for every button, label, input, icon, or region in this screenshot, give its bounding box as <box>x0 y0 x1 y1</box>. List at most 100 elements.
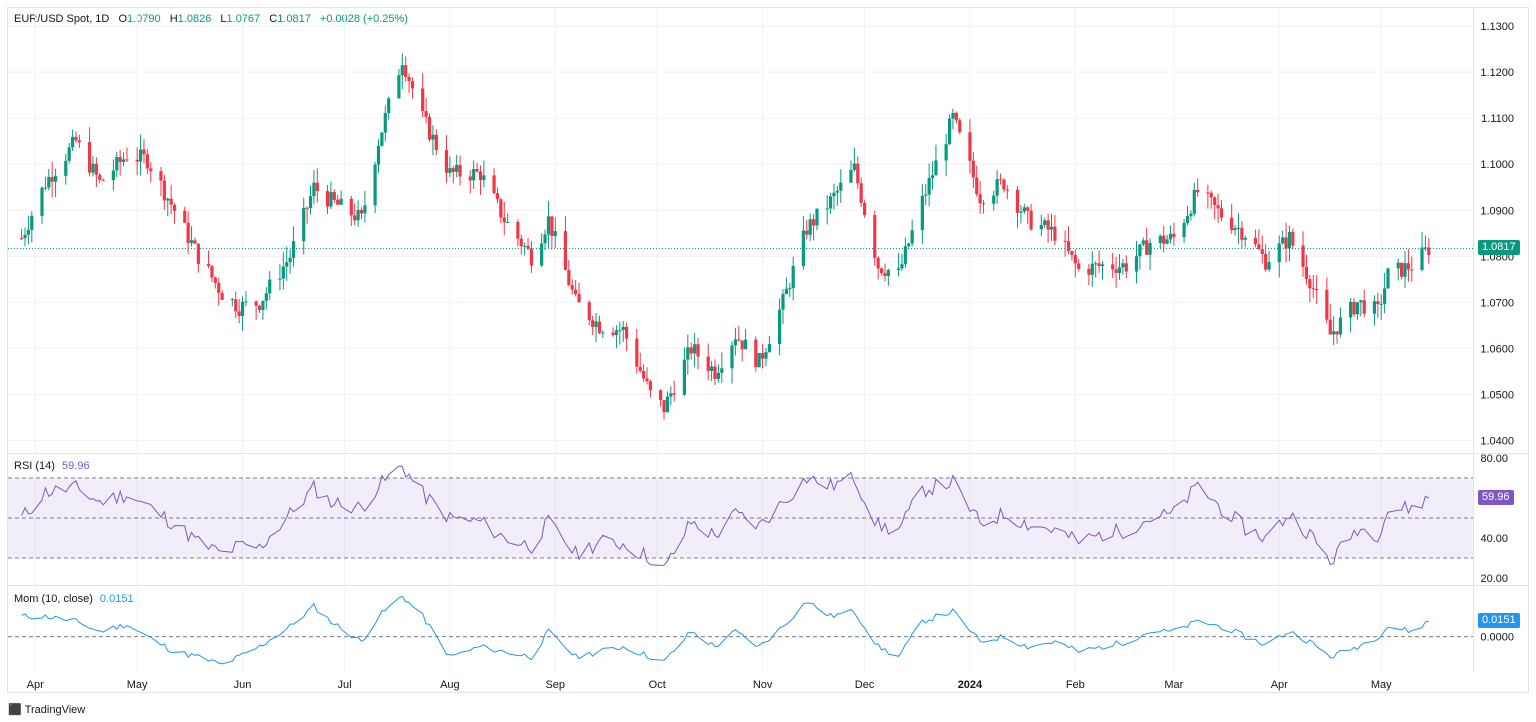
candle-body <box>1287 231 1292 249</box>
candle-body <box>1328 319 1332 335</box>
candle-body <box>281 266 285 279</box>
candle-body <box>900 264 904 269</box>
candle-body <box>1349 301 1353 318</box>
candle-body <box>601 332 605 334</box>
x-tick-label: Apr <box>27 679 44 691</box>
candle-body <box>404 65 408 77</box>
candle-body <box>186 222 190 243</box>
candle-body <box>958 120 962 133</box>
candle-body <box>234 299 238 312</box>
candle-body <box>380 132 384 146</box>
candle-body <box>1281 237 1285 244</box>
candle-body <box>720 368 724 373</box>
candle-body <box>220 292 224 300</box>
candle-body <box>1332 331 1336 335</box>
candle-body <box>910 230 914 244</box>
candle-body <box>1185 216 1190 224</box>
candle-body <box>597 321 602 333</box>
candle-body <box>815 208 819 226</box>
candle-body <box>1410 269 1414 271</box>
candle-body <box>145 154 149 169</box>
candle-body <box>1301 245 1305 267</box>
candle-body <box>1100 264 1105 267</box>
candle-body <box>1338 317 1343 335</box>
candle-body <box>995 179 999 196</box>
candle-body <box>808 219 812 235</box>
candle-body <box>172 204 177 211</box>
candle-body <box>421 88 425 112</box>
candle-body <box>1257 244 1261 250</box>
candle-body <box>835 190 839 193</box>
candle-body <box>1141 240 1145 245</box>
candle-body <box>206 264 211 267</box>
candle-body <box>856 163 860 184</box>
candle-body <box>975 177 979 195</box>
candle-body <box>927 178 931 195</box>
candle-body <box>849 170 853 183</box>
candle-body <box>873 215 877 258</box>
candle-body <box>686 347 690 360</box>
y-tick-label: 1.0900 <box>1480 205 1514 217</box>
candle-body <box>825 208 829 210</box>
candle-body <box>67 147 71 161</box>
y-tick-label: 1.1300 <box>1480 21 1514 33</box>
candle-body <box>424 111 428 117</box>
candle-body <box>662 400 666 413</box>
mom-value: 0.0151 <box>99 593 134 605</box>
candle-body <box>546 216 551 235</box>
candle-body <box>1026 207 1030 211</box>
mom-line <box>21 595 1429 665</box>
candle-body <box>353 215 357 221</box>
candle-body <box>859 183 863 203</box>
candle-body <box>302 207 306 242</box>
candle-body <box>696 344 700 357</box>
candle-body <box>682 359 687 395</box>
candle-body <box>1022 207 1026 212</box>
candle-body <box>142 149 146 155</box>
rsi-header: RSI (14) 59.96 <box>14 460 90 472</box>
low-value: 1.0767 <box>226 13 261 25</box>
candle-body <box>577 294 581 303</box>
candle-body <box>1087 268 1091 275</box>
candle-body <box>924 194 928 196</box>
candle-body <box>1097 263 1101 267</box>
candle-body <box>519 238 523 247</box>
candle-body <box>760 353 765 359</box>
candle-body <box>896 268 901 270</box>
candle-body <box>135 159 139 162</box>
candle-body <box>777 309 782 345</box>
candle-body <box>540 243 544 266</box>
low-label: L1.0767 <box>220 13 261 25</box>
candle-body <box>87 142 92 173</box>
candle-body <box>611 332 615 336</box>
candle-body <box>1308 279 1312 289</box>
candle-body <box>529 248 534 266</box>
x-tick-label: Mar <box>1164 679 1183 691</box>
candle-body <box>308 196 313 209</box>
candle-body <box>189 240 194 243</box>
candle-body <box>444 149 449 173</box>
x-tick-label: Dec <box>855 679 875 691</box>
chart-header: EUR/USD Spot, 1D O1.0790 H1.0826 L1.0767… <box>14 13 414 25</box>
candle-body <box>1420 247 1424 270</box>
candle-body <box>363 205 367 214</box>
candle-body <box>254 301 258 306</box>
candle-body <box>1427 247 1431 256</box>
candle-body <box>992 195 996 204</box>
candle-body <box>118 157 122 163</box>
candle-body <box>50 176 54 182</box>
candle-body <box>862 202 867 216</box>
candle-body <box>410 81 415 89</box>
candle-body <box>805 230 809 235</box>
candle-body <box>458 164 462 177</box>
candle-body <box>839 182 843 191</box>
tradingview-logo[interactable]: ⬛ TradingView <box>8 703 85 716</box>
mom-header: Mom (10, close) 0.0151 <box>14 593 134 605</box>
x-tick-label: Feb <box>1066 679 1085 691</box>
candle-body <box>43 187 47 189</box>
candle-body <box>543 234 547 244</box>
candle-body <box>1236 227 1241 229</box>
candle-body <box>852 163 856 171</box>
rsi-tick-label: 20.00 <box>1480 573 1508 585</box>
